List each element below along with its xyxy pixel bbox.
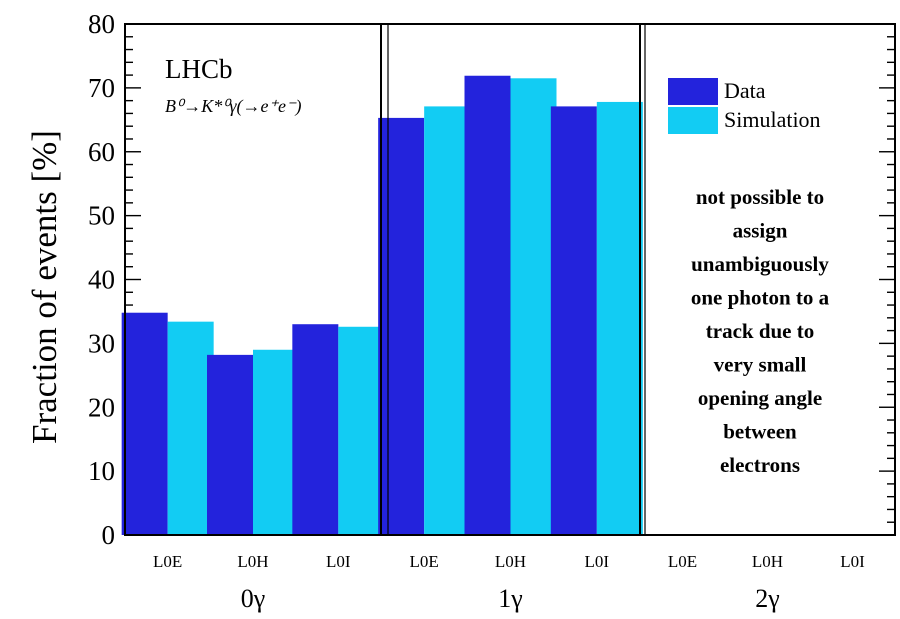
y-tick-label: 0 — [102, 520, 116, 550]
bars — [121, 75, 643, 536]
bar-simulation — [338, 326, 385, 535]
note-line: track due to — [706, 319, 815, 343]
bar-data — [121, 312, 168, 535]
category-label: L0E — [153, 552, 182, 571]
bar-simulation — [596, 101, 643, 536]
bar-simulation — [167, 321, 214, 535]
legend-label-data: Data — [724, 78, 766, 103]
legend-swatch-simulation — [668, 107, 718, 134]
note-line: unambiguously — [691, 252, 829, 276]
category-label: L0I — [585, 552, 610, 571]
bar-simulation — [253, 349, 299, 535]
group-label: 2γ — [755, 584, 780, 613]
note-line: one photon to a — [691, 286, 830, 310]
category-label: L0E — [410, 552, 439, 571]
category-label: L0H — [752, 552, 783, 571]
group-label: 0γ — [241, 584, 266, 613]
plot-border — [124, 23, 896, 536]
category-label: L0H — [495, 552, 526, 571]
note-line: very small — [714, 353, 807, 377]
y-tick-label: 10 — [88, 456, 115, 486]
bar-data — [378, 117, 425, 536]
axis-labels: 0 10 20 30 40 50 60 70 80 L0E L0H L0I 0γ L0E L0H L0I 1γ L… — [88, 9, 865, 613]
bar-simulation — [510, 78, 557, 535]
plot-frame — [124, 23, 896, 536]
note-line: between — [723, 420, 797, 444]
category-label: L0I — [326, 552, 351, 571]
note-line: assign — [733, 219, 788, 243]
note-line: opening angle — [698, 386, 822, 410]
y-tick-label: 20 — [88, 392, 115, 422]
y-tick-label: 40 — [88, 265, 115, 295]
legend: Data Simulation — [668, 78, 821, 134]
y-tick-label: 80 — [88, 9, 115, 39]
y-tick-label: 50 — [88, 201, 115, 231]
group-label: 1γ — [498, 584, 523, 613]
category-label: L0H — [237, 552, 268, 571]
category-label: L0E — [668, 552, 697, 571]
legend-label-simulation: Simulation — [724, 107, 821, 132]
bar-data — [550, 106, 597, 536]
note-text: not possible to assign unambiguously one ph… — [691, 185, 830, 477]
category-label: L0I — [840, 552, 865, 571]
note-line: not possible to — [696, 185, 824, 209]
y-tick-label: 60 — [88, 137, 115, 167]
legend-swatch-data — [668, 78, 718, 105]
y-tick-label: 30 — [88, 328, 115, 358]
experiment-label: LHCb — [165, 54, 233, 84]
y-tick-label: 70 — [88, 73, 115, 103]
y-axis-label: Fraction of events [%] — [25, 130, 64, 444]
bar-data — [292, 324, 339, 535]
bar-data — [207, 354, 253, 535]
note-line: electrons — [720, 453, 800, 477]
decay-label: B⁰→K*⁰γ(→e⁺e⁻) — [165, 96, 302, 117]
bar-simulation — [424, 106, 471, 536]
bar-data — [464, 75, 511, 536]
